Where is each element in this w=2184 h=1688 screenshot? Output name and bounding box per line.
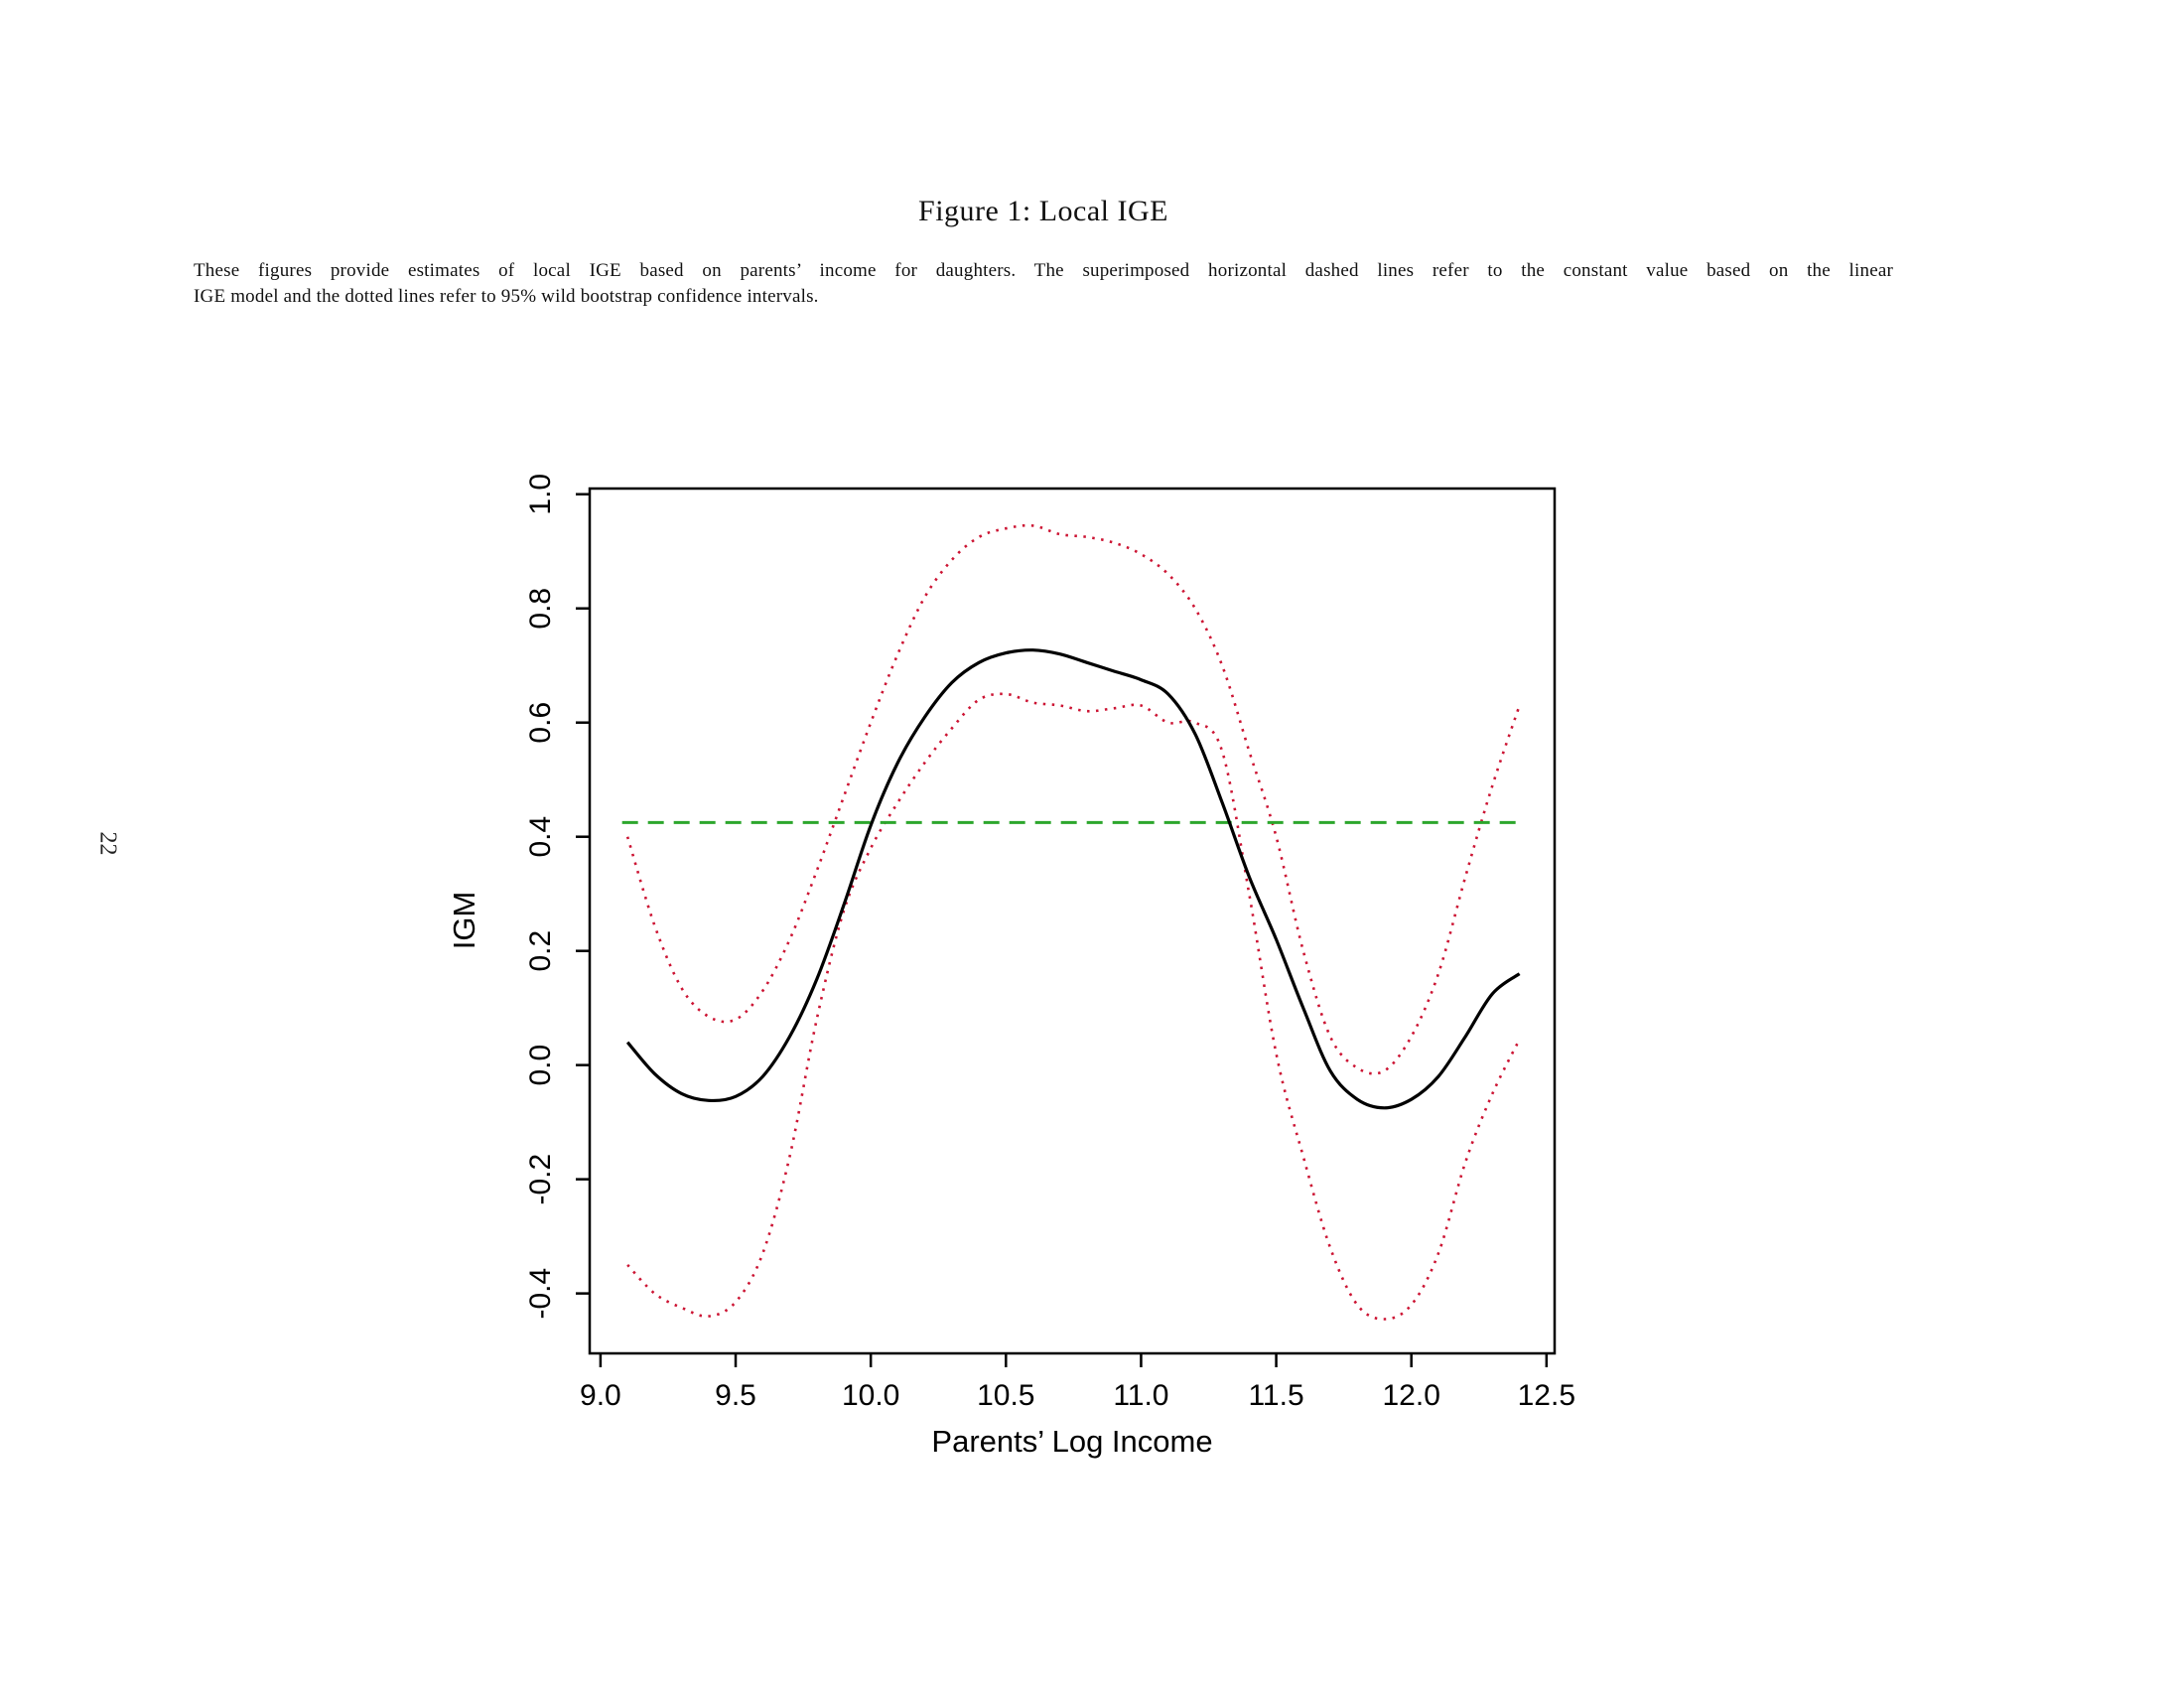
series-group bbox=[621, 523, 1521, 1321]
series-local-ige-estimate bbox=[625, 648, 1521, 1110]
figure-text-block: Figure 1: Local IGE These figures provid… bbox=[194, 195, 1893, 310]
y-tick-label: 0.2 bbox=[524, 930, 557, 972]
x-tick-label: 12.5 bbox=[1518, 1379, 1575, 1412]
figure-caption-line-1: These figures provide estimates of local… bbox=[194, 260, 1893, 281]
figure-title: Figure 1: Local IGE bbox=[918, 195, 1168, 227]
y-tick-label: 1.0 bbox=[524, 474, 557, 515]
figure-caption-line-2: IGE model and the dotted lines refer to … bbox=[194, 286, 819, 307]
chart: 9.0 9.5 10.0 10.5 11.0 11.5 12.0 12.5 -0.4 -0.2 0… bbox=[447, 474, 1575, 1459]
x-tick-label: 9.0 bbox=[580, 1379, 621, 1412]
x-tick-label: 9.5 bbox=[715, 1379, 756, 1412]
series-ci-upper-95 bbox=[625, 523, 1521, 1075]
x-axis: 9.0 9.5 10.0 10.5 11.0 11.5 12.0 12.5 bbox=[580, 1353, 1575, 1412]
x-tick-label: 10.0 bbox=[842, 1379, 899, 1412]
y-tick-label: 0.0 bbox=[524, 1045, 557, 1086]
figure-caption: These figures provide estimates of local… bbox=[194, 258, 1893, 310]
plot-border bbox=[588, 487, 1557, 1355]
y-tick-label: -0.4 bbox=[524, 1268, 557, 1320]
y-tick-label: 0.4 bbox=[524, 816, 557, 858]
y-tick-label: 0.6 bbox=[524, 702, 557, 744]
x-tick-label: 11.0 bbox=[1113, 1379, 1168, 1412]
x-tick-label: 10.5 bbox=[977, 1379, 1034, 1412]
x-tick-label: 12.0 bbox=[1383, 1379, 1440, 1412]
page-number: 22 bbox=[94, 831, 121, 856]
x-tick-label: 11.5 bbox=[1248, 1379, 1303, 1412]
y-axis-label: IGM bbox=[447, 892, 481, 950]
x-axis-label: Parents’ Log Income bbox=[931, 1424, 1212, 1459]
series-ci-lower-95 bbox=[626, 692, 1521, 1321]
y-tick-label: -0.2 bbox=[524, 1154, 557, 1205]
y-tick-label: 0.8 bbox=[524, 588, 557, 630]
y-axis: -0.4 -0.2 0.0 0.2 0.4 0.6 0.8 1.0 bbox=[524, 474, 590, 1320]
